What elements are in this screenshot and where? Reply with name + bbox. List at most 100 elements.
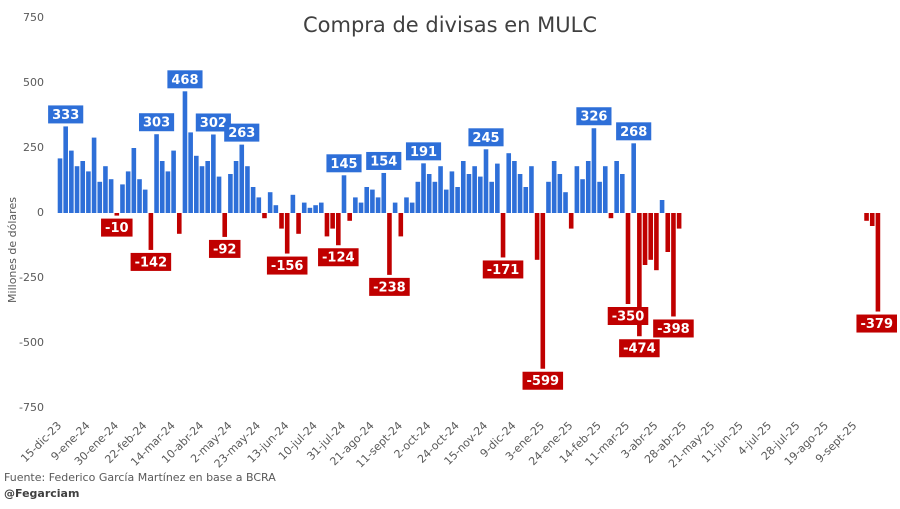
bar	[608, 213, 614, 219]
data-label-text: 145	[330, 157, 357, 172]
y-tick-label: 250	[23, 141, 44, 154]
bar	[364, 187, 370, 213]
bar	[478, 176, 483, 213]
data-label-box	[266, 256, 308, 275]
y-axis-label: Millones de dólares	[6, 197, 19, 303]
bar	[222, 213, 228, 237]
data-label-text: -474	[623, 342, 656, 357]
bar	[154, 134, 159, 213]
data-label-box	[607, 307, 649, 325]
data-label-text: -398	[657, 322, 690, 337]
y-tick-label: -500	[19, 336, 44, 349]
bar	[313, 205, 318, 213]
bar	[199, 166, 205, 213]
data-label: 245	[468, 128, 504, 147]
bar	[654, 213, 659, 271]
bar	[80, 161, 86, 213]
data-label-text: 468	[171, 73, 198, 88]
bar	[296, 213, 301, 234]
data-label-box	[167, 70, 203, 89]
bar	[529, 166, 534, 213]
bar	[614, 161, 619, 213]
data-label: -474	[619, 339, 660, 358]
bar	[574, 166, 580, 213]
bar	[563, 192, 568, 213]
bar	[585, 161, 591, 213]
bar	[631, 143, 636, 213]
data-label-text: 191	[410, 145, 437, 160]
bar	[483, 149, 489, 213]
bar	[262, 213, 267, 219]
bar	[159, 161, 165, 213]
data-label-text: 154	[370, 154, 397, 169]
data-label-text: -350	[612, 310, 645, 325]
bar	[273, 205, 279, 213]
data-label: -156	[266, 256, 308, 275]
bar	[472, 166, 477, 213]
bar	[665, 213, 671, 252]
data-label-text: -238	[373, 280, 406, 295]
bar	[387, 213, 392, 275]
bar	[216, 176, 222, 213]
data-label-text: 302	[200, 116, 227, 131]
data-label: 326	[576, 107, 612, 126]
data-label-box	[616, 122, 652, 141]
bar	[568, 213, 574, 229]
bar	[114, 213, 120, 216]
bar	[489, 181, 494, 213]
data-label: 154	[366, 151, 402, 170]
y-tick-label: 0	[37, 206, 44, 219]
bar	[142, 189, 148, 213]
bar	[642, 213, 648, 265]
bar	[86, 171, 91, 213]
data-label-box	[195, 113, 231, 132]
bar	[534, 213, 540, 260]
bar	[301, 202, 307, 213]
data-label-text: 326	[580, 110, 607, 125]
data-label-text: -379	[860, 317, 893, 332]
bar	[171, 150, 176, 213]
data-label: -599	[522, 371, 564, 390]
bar	[415, 181, 421, 213]
bar	[103, 166, 108, 213]
bar	[404, 197, 409, 213]
bar	[557, 174, 563, 213]
bar	[392, 202, 398, 213]
bar	[869, 213, 875, 226]
data-label: -379	[856, 314, 897, 333]
data-label-box	[369, 277, 410, 296]
data-label-text: -156	[271, 259, 304, 274]
data-label-box	[101, 218, 133, 237]
bar	[398, 213, 404, 237]
data-label: 333	[48, 105, 84, 124]
bar	[449, 171, 455, 213]
bar	[290, 194, 296, 213]
bar	[659, 200, 665, 213]
bar	[460, 161, 466, 213]
y-tick-label: -750	[19, 401, 44, 414]
data-label-text: 245	[472, 131, 499, 146]
bar	[546, 181, 551, 213]
bar	[540, 213, 546, 369]
data-label-box	[619, 339, 660, 358]
data-label-box	[48, 105, 84, 124]
bar	[864, 213, 869, 221]
bar	[426, 174, 432, 213]
bar	[256, 197, 262, 213]
source-note: Fuente: Federico García Martínez en base…	[4, 471, 276, 484]
bar	[239, 144, 245, 213]
y-tick-label: -250	[19, 271, 44, 284]
data-label: 303	[138, 113, 175, 132]
data-label-box	[522, 371, 564, 390]
chart-title: Compra de divisas en MULC	[303, 13, 597, 37]
data-label: -92	[208, 239, 241, 258]
bar	[455, 187, 460, 213]
bar	[267, 192, 273, 213]
data-label: -142	[130, 252, 172, 271]
bar	[69, 150, 74, 213]
data-label: -350	[607, 307, 649, 325]
bar	[495, 163, 500, 213]
data-label: -398	[653, 319, 694, 338]
